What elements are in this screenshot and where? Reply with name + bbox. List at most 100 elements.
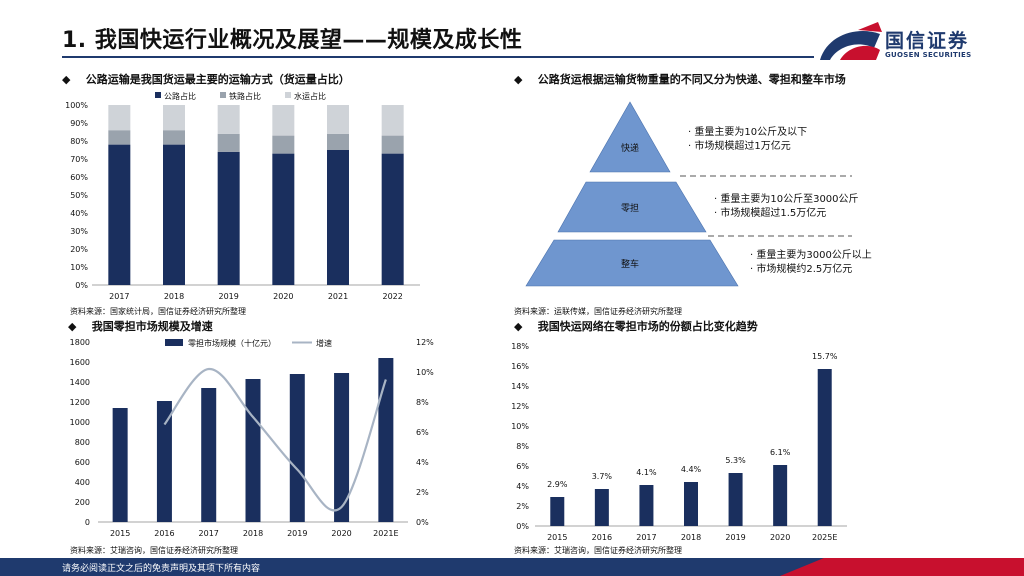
pyramid-dashed-dividers [680, 175, 852, 237]
bar-market-size [112, 408, 128, 522]
bar-share [817, 369, 832, 526]
y-tick-label: 0% [516, 522, 529, 531]
footer-disclaimer[interactable]: 请务必阅读正文之后的免责声明及其项下所有内容 [62, 564, 261, 574]
y-tick-label: 14% [511, 382, 529, 391]
y-tick-label: 10% [70, 263, 88, 272]
x-tick-label: 2020 [273, 292, 293, 301]
x-tick-label: 2019 [218, 292, 238, 301]
y-tick-label: 20% [70, 245, 88, 254]
y-tick-label: 800 [75, 438, 90, 447]
section-3-title-text: 我国零担市场规模及增速 [91, 320, 213, 333]
bar-公路占比 [163, 144, 185, 285]
data-label: 2.9% [547, 480, 568, 489]
guosen-logo-icon [820, 22, 882, 60]
bar-market-size [378, 358, 394, 522]
y-tick-label: 0% [75, 281, 88, 290]
pyramid-bottom [525, 239, 739, 287]
pyramid-note-express: · 重量主要为10公斤及以下 · 市场规模超过1万亿元 [688, 126, 807, 154]
bar-share [773, 465, 788, 526]
y-tick-label: 200 [75, 498, 90, 507]
x-tick-label: 2018 [164, 292, 184, 301]
footer-bar [0, 558, 1024, 576]
pyramid-label-express: 快递 [620, 144, 639, 154]
x-tick-label: 2019 [287, 529, 307, 538]
legend-label: 增速 [316, 338, 332, 348]
x-tick-label: 2017 [109, 292, 129, 301]
bar-market-size [201, 388, 217, 522]
section-2-title-text: 公路货运根据运输货物重量的不同又分为快递、零担和整车市场 [537, 73, 846, 86]
source-2: 资料来源：运联传媒，国信证券经济研究所整理 [514, 307, 682, 316]
y-tick-label: 1400 [70, 378, 90, 387]
x-tick-label: 2020 [770, 533, 790, 542]
y-tick-label: 1200 [70, 398, 90, 407]
note-line: · 重量主要为10公斤至3000公斤 [714, 194, 859, 205]
bar-铁路占比 [381, 135, 404, 154]
note-line: · 市场规模超过1.5万亿元 [714, 208, 827, 219]
chart-freight-share: 0% 10% 20% 30% 40% 50% 60% 70% 80% 90% 100% 2017 201… [65, 91, 420, 301]
y-tick-label: 1000 [70, 418, 90, 427]
pyramid-middle [557, 181, 707, 233]
footer-accent [780, 558, 1024, 576]
legend-swatch [285, 92, 291, 98]
bar-公路占比 [272, 153, 295, 285]
source-1: 资料来源：国家统计局，国信证券经济研究所整理 [70, 307, 246, 316]
data-label: 6.1% [770, 448, 791, 457]
y-tick-label: 2% [516, 502, 529, 511]
bar-铁路占比 [272, 135, 295, 154]
bar-share [594, 489, 609, 526]
note-line: · 重量主要为10公斤及以下 [688, 127, 808, 138]
pyramid-note-ltl: · 重量主要为10公斤至3000公斤 · 市场规模超过1.5万亿元 [714, 193, 859, 221]
section-2-title: ◆ 公路货运根据运输货物重量的不同又分为快递、零担和整车市场 [514, 73, 846, 86]
section-1-title-text: 公路运输是我国货运最主要的运输方式（货运量占比） [85, 73, 350, 86]
x-tick-label: 2020 [331, 529, 351, 538]
bar-铁路占比 [327, 133, 349, 150]
logo-text: 国信证券 [885, 30, 970, 52]
data-label: 4.4% [681, 465, 702, 474]
note-line: · 重量主要为3000公斤以上 [750, 250, 872, 261]
x-tick-label: 2015 [547, 533, 567, 542]
bar-公路占比 [327, 150, 349, 285]
section-1-title: ◆ 公路运输是我国货运最主要的运输方式（货运量占比） [62, 73, 350, 86]
section-4-title: ◆ 我国快运网络在零担市场的份额占比变化趋势 [514, 320, 758, 333]
y-tick-label: 6% [516, 462, 529, 471]
y-tick-label: 90% [70, 119, 88, 128]
bar-market-size [289, 374, 305, 522]
bar-share [550, 497, 565, 526]
legend-label: 公路占比 [164, 91, 196, 101]
legend-label: 零担市场规模（十亿元） [188, 338, 276, 348]
pyramid-top [589, 101, 671, 173]
x-tick-label: 2019 [725, 533, 745, 542]
y-tick-label: 10% [511, 422, 529, 431]
legend-swatch [155, 92, 161, 98]
y-tick-label: 1800 [70, 338, 90, 347]
x-tick-label: 2015 [110, 529, 130, 538]
pyramid-label-ltl: 零担 [620, 204, 639, 214]
y-tick-label: 70% [70, 155, 88, 164]
bar-公路占比 [108, 144, 131, 285]
legend-swatch [165, 339, 183, 346]
source-3: 资料来源：艾瑞咨询，国信证券经济研究所整理 [70, 546, 238, 555]
growth-line [163, 367, 387, 512]
bar-market-size [334, 373, 350, 522]
y-tick-label: 400 [75, 478, 90, 487]
x-tick-label: 2016 [592, 533, 612, 542]
y-tick-label: 16% [511, 362, 529, 371]
section-3-title: ◆ 我国零担市场规模及增速 [68, 320, 213, 333]
bar-market-size [156, 401, 172, 522]
y-tick-label: 18% [511, 342, 529, 351]
x-tick-label: 2016 [154, 529, 174, 538]
chart-express-share: 0% 2% 4% 6% 8% 10% 12% 14% 16% 18% 2.9% 2015 3.7% 201… [511, 342, 847, 542]
page-title: 1. 我国快运行业概况及展望——规模及成长性 [62, 28, 523, 53]
pyramid-label-ftl: 整车 [620, 260, 639, 270]
bar-水运占比 [327, 105, 349, 134]
y-tick-label: 12% [511, 402, 529, 411]
bar-铁路占比 [163, 130, 185, 145]
bar-水运占比 [108, 105, 131, 131]
bar-share [728, 473, 743, 526]
note-line: · 市场规模超过1万亿元 [688, 141, 791, 152]
bar-铁路占比 [108, 130, 131, 145]
y2-tick-label: 8% [416, 398, 429, 407]
y2-tick-label: 4% [416, 458, 429, 467]
y2-tick-label: 10% [416, 368, 434, 377]
source-4: 资料来源：艾瑞咨询，国信证券经济研究所整理 [514, 546, 682, 555]
